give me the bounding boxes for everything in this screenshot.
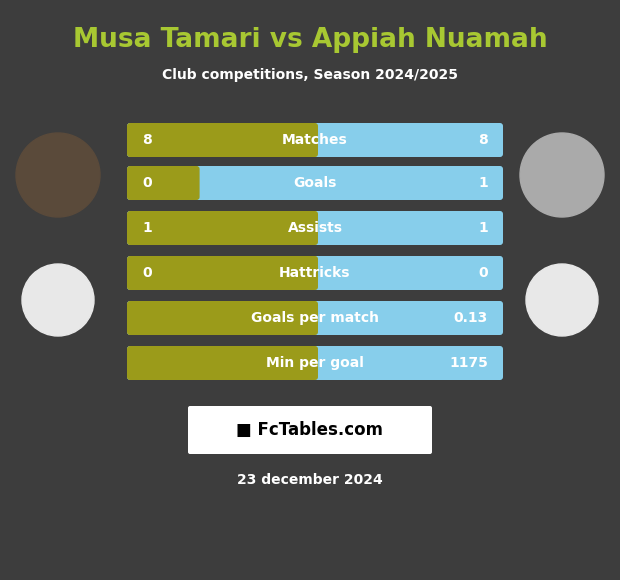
Text: Club competitions, Season 2024/2025: Club competitions, Season 2024/2025	[162, 68, 458, 82]
Text: Musa Tamari vs Appiah Nuamah: Musa Tamari vs Appiah Nuamah	[73, 27, 547, 53]
FancyBboxPatch shape	[127, 211, 503, 245]
Text: Assists: Assists	[288, 221, 342, 235]
Text: 0: 0	[479, 266, 488, 280]
FancyBboxPatch shape	[127, 123, 503, 157]
Circle shape	[520, 133, 604, 217]
FancyBboxPatch shape	[127, 256, 318, 290]
Text: 1: 1	[478, 221, 488, 235]
FancyBboxPatch shape	[127, 211, 318, 245]
Text: 1: 1	[142, 221, 152, 235]
FancyBboxPatch shape	[127, 301, 503, 335]
Text: 8: 8	[478, 133, 488, 147]
FancyBboxPatch shape	[127, 256, 503, 290]
Text: ■ FcTables.com: ■ FcTables.com	[236, 421, 384, 439]
FancyBboxPatch shape	[127, 346, 503, 380]
FancyBboxPatch shape	[127, 346, 318, 380]
Text: Min per goal: Min per goal	[266, 356, 364, 370]
Text: Goals per match: Goals per match	[251, 311, 379, 325]
Text: 8: 8	[142, 133, 152, 147]
Text: Hattricks: Hattricks	[279, 266, 351, 280]
Text: 1175: 1175	[449, 356, 488, 370]
Text: 0: 0	[142, 266, 152, 280]
FancyBboxPatch shape	[127, 123, 318, 157]
Circle shape	[16, 133, 100, 217]
Text: 23 december 2024: 23 december 2024	[237, 473, 383, 487]
Text: 1: 1	[478, 176, 488, 190]
Text: 0: 0	[142, 176, 152, 190]
FancyBboxPatch shape	[127, 166, 503, 200]
Text: Goals: Goals	[293, 176, 337, 190]
Circle shape	[22, 264, 94, 336]
Circle shape	[526, 264, 598, 336]
Text: 0.13: 0.13	[454, 311, 488, 325]
FancyBboxPatch shape	[127, 166, 200, 200]
FancyBboxPatch shape	[127, 301, 318, 335]
Text: Matches: Matches	[282, 133, 348, 147]
FancyBboxPatch shape	[188, 406, 432, 454]
